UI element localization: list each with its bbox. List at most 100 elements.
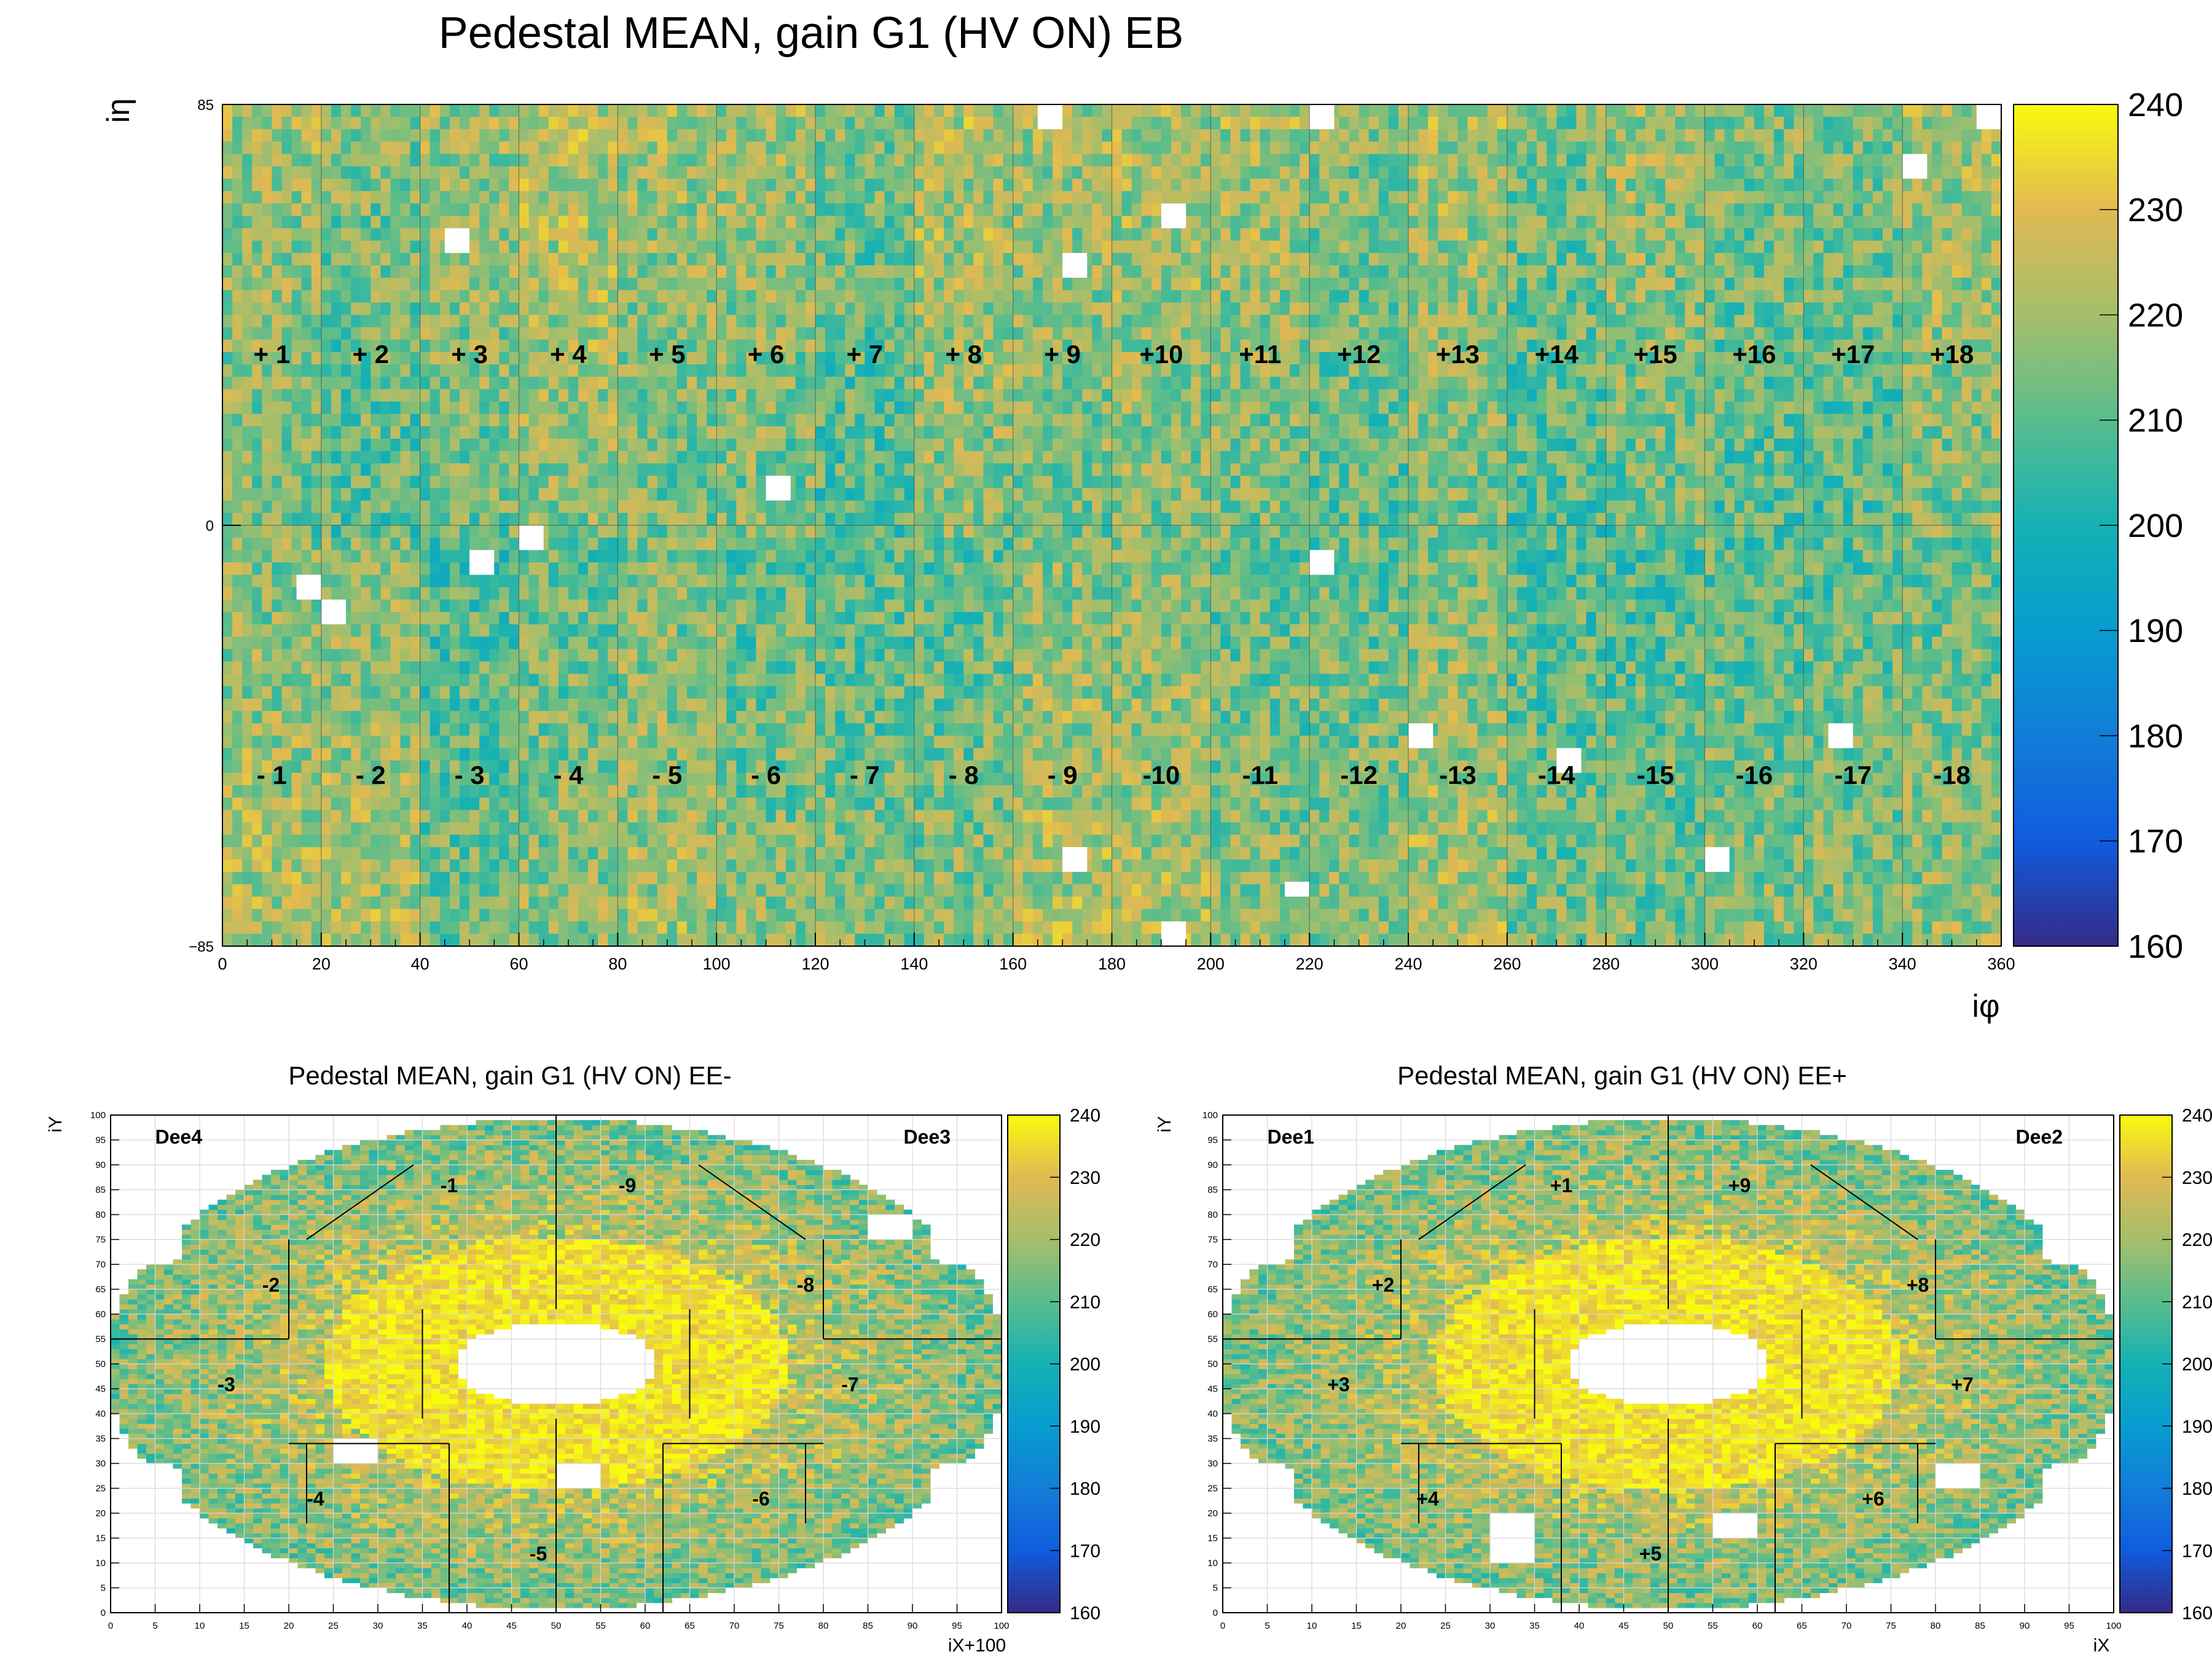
eb-x-tick-label: 320	[1790, 955, 1818, 973]
x-tick-label: 75	[774, 1621, 784, 1631]
eem-y-axis-label: iY	[45, 1116, 66, 1133]
eb-supermodule-label: + 9	[1044, 340, 1081, 369]
x-tick-label: 80	[818, 1621, 829, 1631]
y-tick-label: 25	[1207, 1484, 1218, 1494]
y-tick-label: 50	[95, 1359, 106, 1369]
y-tick-label: 35	[1207, 1434, 1218, 1444]
x-tick-label: 15	[239, 1621, 249, 1631]
y-tick-label: 45	[95, 1384, 106, 1395]
eep-x-axis-label: iX	[2093, 1635, 2110, 1656]
eep-grid	[1223, 1115, 2114, 1613]
eb-supermodule-label: +16	[1732, 340, 1776, 369]
x-tick-label: 70	[1841, 1621, 1852, 1631]
palette-tick-label: 160	[1070, 1603, 1100, 1624]
x-tick-label: 20	[284, 1621, 294, 1631]
eb-supermodule-label: + 7	[847, 340, 884, 369]
eb-empty-tower	[469, 550, 494, 574]
eb-supermodule-label: + 2	[352, 340, 389, 369]
y-tick-label: 10	[1207, 1558, 1218, 1568]
palette-tick-label: 230	[2182, 1168, 2212, 1188]
eb-x-tick-label: 80	[608, 955, 627, 973]
sector-label: -6	[752, 1488, 769, 1510]
x-tick-label: 65	[1797, 1621, 1807, 1631]
eb-empty-tower	[1902, 154, 1927, 179]
sector-label: +6	[1862, 1488, 1884, 1510]
palette-tick-label: 220	[2128, 297, 2183, 334]
x-tick-label: 60	[1752, 1621, 1763, 1631]
palette-tick-label: 230	[2128, 192, 2183, 229]
x-tick-label: 30	[373, 1621, 383, 1631]
eb-supermodule-label: + 5	[649, 340, 686, 369]
x-tick-label: 5	[152, 1621, 157, 1631]
sector-label: +9	[1728, 1174, 1751, 1196]
x-tick-label: 20	[1396, 1621, 1406, 1631]
x-tick-label: 50	[551, 1621, 562, 1631]
y-tick-label: 5	[101, 1583, 106, 1594]
x-tick-label: 55	[595, 1621, 606, 1631]
eb-empty-tower	[321, 600, 346, 624]
y-tick-label: 60	[1207, 1309, 1218, 1320]
eb-supermodule-label: -12	[1340, 761, 1378, 789]
y-tick-label: 15	[95, 1533, 106, 1544]
eb-empty-tower	[1062, 253, 1087, 278]
y-tick-label: 0	[1213, 1608, 1218, 1618]
y-tick-label: 20	[1207, 1508, 1218, 1519]
y-tick-label: 85	[95, 1185, 106, 1196]
eb-supermodule-label: +13	[1436, 340, 1480, 369]
y-tick-label: 100	[90, 1110, 106, 1121]
x-tick-label: 85	[863, 1621, 873, 1631]
y-tick-label: 55	[95, 1334, 106, 1345]
eb-supermodule-label: + 4	[550, 340, 587, 369]
eb-empty-tower	[1309, 550, 1334, 574]
x-tick-label: 70	[729, 1621, 740, 1631]
eb-supermodule-label: + 1	[254, 340, 291, 369]
y-tick-label: 35	[95, 1434, 106, 1444]
x-tick-label: 25	[1440, 1621, 1451, 1631]
eb-empty-tower	[1309, 104, 1334, 129]
dee-label: Dee3	[904, 1126, 951, 1148]
y-tick-label: 15	[1207, 1533, 1218, 1544]
x-tick-label: 45	[1618, 1621, 1629, 1631]
y-tick-label: 30	[1207, 1459, 1218, 1469]
y-tick-label: 45	[1207, 1384, 1218, 1395]
sector-label: +7	[1951, 1373, 1973, 1395]
y-tick-label: 75	[95, 1235, 106, 1245]
eb-supermodule-label: - 6	[751, 761, 781, 789]
x-tick-label: 85	[1975, 1621, 1985, 1631]
x-tick-label: 80	[1931, 1621, 1941, 1631]
eem-title: Pedestal MEAN, gain G1 (HV ON) EE-	[288, 1061, 731, 1090]
eep-y-axis-label: iY	[1155, 1116, 1175, 1133]
palette-tick-label: 220	[2182, 1230, 2212, 1250]
palette-tick-label: 240	[2182, 1106, 2212, 1126]
eb-empty-tower	[1161, 922, 1186, 946]
eb-x-tick-label: 120	[801, 955, 829, 973]
empty-region	[1713, 1513, 1758, 1538]
eem-x-axis-label: iX+100	[948, 1635, 1006, 1656]
palette-tick-label: 160	[2128, 928, 2183, 965]
palette-tick-label: 170	[2128, 823, 2183, 860]
empty-region	[868, 1215, 913, 1240]
sector-label: -4	[307, 1488, 324, 1510]
sector-label: +5	[1639, 1543, 1661, 1565]
eb-y-tick-label: 0	[206, 518, 214, 534]
eb-supermodule-label: -13	[1439, 761, 1477, 789]
x-tick-label: 90	[908, 1621, 918, 1631]
eb-supermodule-label: +15	[1633, 340, 1677, 369]
x-tick-label: 5	[1265, 1621, 1269, 1631]
eb-empty-tower	[1705, 847, 1730, 872]
eb-supermodule-label: - 8	[949, 761, 979, 789]
eem-grid	[111, 1115, 1002, 1613]
y-tick-label: 25	[95, 1484, 106, 1494]
palette-tick-label: 190	[2128, 613, 2183, 649]
eb-supermodule-label: -17	[1834, 761, 1872, 789]
sector-label: +3	[1327, 1373, 1349, 1395]
eb-supermodule-label: - 1	[257, 761, 287, 789]
y-tick-label: 30	[95, 1459, 106, 1469]
eb-x-tick-label: 60	[509, 955, 528, 973]
palette-tick-label: 240	[1070, 1106, 1100, 1126]
x-tick-label: 40	[1574, 1621, 1585, 1631]
sector-label: -9	[619, 1174, 636, 1196]
eb-supermodule-label: -16	[1736, 761, 1773, 789]
eb-x-tick-label: 0	[218, 955, 227, 973]
